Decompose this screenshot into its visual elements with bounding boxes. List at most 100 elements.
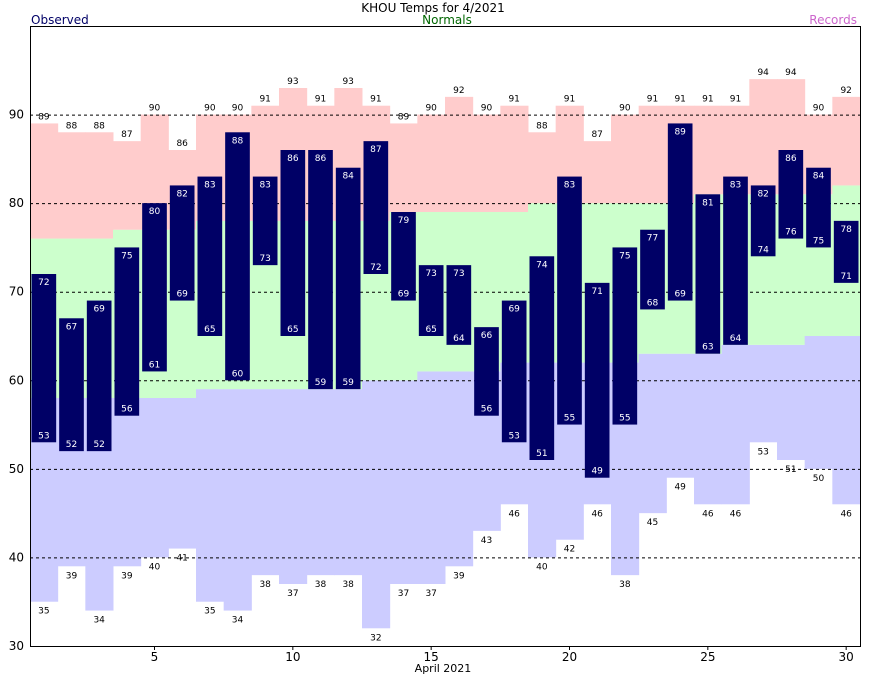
record-high-label: 90	[619, 104, 631, 114]
x-tick-label: 10	[285, 650, 300, 664]
observed-low-label: 52	[93, 440, 104, 450]
observed-bar	[225, 132, 250, 381]
record-high-label: 89	[398, 112, 410, 122]
observed-high-label: 79	[398, 216, 410, 226]
observed-high-label: 67	[66, 322, 77, 332]
x-tick-label: 15	[424, 650, 439, 664]
record-low-band	[168, 398, 197, 549]
record-high-band	[445, 96, 474, 212]
record-low-label: 39	[66, 571, 78, 581]
observed-low-label: 60	[232, 369, 244, 379]
observed-low-label: 56	[121, 405, 133, 415]
observed-low-label: 51	[536, 449, 547, 459]
observed-high-label: 84	[813, 172, 825, 182]
observed-high-label: 83	[259, 181, 270, 191]
observed-high-label: 86	[315, 154, 327, 164]
record-low-band	[306, 389, 335, 576]
observed-low-label: 65	[287, 325, 298, 335]
record-low-label: 46	[702, 509, 714, 519]
y-tick-label: 70	[9, 285, 24, 299]
x-tick-label: 30	[839, 650, 854, 664]
record-high-band	[832, 96, 861, 186]
record-low-band	[334, 389, 363, 576]
record-low-label: 37	[425, 589, 436, 599]
observed-bar	[557, 176, 582, 425]
record-high-band	[694, 105, 723, 195]
x-tick-label: 20	[562, 650, 577, 664]
record-low-label: 43	[481, 536, 492, 546]
observed-high-label: 66	[481, 331, 493, 341]
observed-bar	[114, 247, 140, 416]
observed-high-label: 77	[647, 234, 658, 244]
record-high-label: 90	[232, 104, 244, 114]
y-tick-label: 40	[9, 550, 24, 564]
y-tick-label: 90	[9, 108, 24, 122]
observed-bar	[640, 229, 665, 310]
record-low-label: 39	[121, 571, 133, 581]
record-high-label: 88	[93, 121, 105, 131]
observed-bar	[280, 150, 306, 336]
observed-bar	[750, 185, 776, 257]
record-high-label: 92	[453, 86, 464, 96]
record-low-label: 38	[315, 580, 327, 590]
record-high-label: 91	[259, 95, 270, 105]
observed-high-label: 71	[591, 287, 602, 297]
record-high-label: 91	[702, 95, 713, 105]
y-tick-label: 50	[9, 462, 24, 476]
observed-low-label: 69	[398, 290, 410, 300]
record-low-band	[251, 389, 280, 576]
record-high-label: 86	[176, 139, 188, 149]
record-low-band	[362, 380, 391, 629]
observed-bar	[169, 185, 195, 301]
observed-low-label: 69	[674, 290, 686, 300]
observed-high-label: 78	[840, 225, 852, 235]
record-high-label: 92	[840, 86, 851, 96]
record-low-label: 38	[619, 580, 631, 590]
record-high-label: 90	[481, 104, 493, 114]
record-low-label: 34	[232, 616, 244, 626]
chart-title: KHOU Temps for 4/2021	[361, 1, 505, 15]
record-low-band	[223, 389, 252, 611]
observed-bar	[501, 300, 527, 443]
record-low-band	[666, 353, 695, 478]
x-tick-label: 25	[700, 650, 715, 664]
record-low-label: 38	[259, 580, 271, 590]
observed-high-label: 89	[674, 127, 686, 137]
record-high-label: 90	[149, 104, 161, 114]
observed-bar	[778, 150, 804, 239]
record-high-band	[528, 132, 557, 204]
record-low-label: 53	[757, 447, 768, 457]
observed-low-label: 52	[66, 440, 77, 450]
record-high-label: 88	[536, 121, 548, 131]
axes-layer: 30 40 50 60 70 80 90 5 10 15 20 25 30	[9, 108, 854, 664]
observed-bar	[667, 123, 693, 301]
observed-high-label: 83	[564, 181, 575, 191]
observed-low-label: 59	[342, 378, 354, 388]
record-high-label: 94	[785, 68, 797, 78]
record-low-band	[140, 398, 169, 558]
y-tick-label: 80	[9, 196, 24, 210]
record-low-label: 39	[453, 571, 465, 581]
gridlines-layer	[30, 114, 860, 559]
observed-bar	[806, 167, 831, 248]
record-low-label: 38	[342, 580, 354, 590]
observed-bar	[142, 203, 167, 372]
record-low-label: 37	[287, 589, 298, 599]
record-low-band	[445, 371, 474, 567]
observed-high-label: 82	[176, 189, 187, 199]
record-low-label: 40	[536, 562, 548, 572]
record-low-band	[417, 371, 446, 584]
record-high-band	[749, 79, 778, 195]
record-high-band	[113, 141, 142, 230]
record-low-label: 46	[591, 509, 603, 519]
observed-bar	[446, 265, 472, 345]
observed-low-label: 64	[453, 334, 465, 344]
observed-high-label: 74	[536, 260, 548, 270]
observed-high-label: 86	[785, 154, 797, 164]
record-high-label: 94	[757, 68, 769, 78]
observed-high-label: 87	[370, 145, 381, 155]
x-axis-label: April 2021	[415, 662, 472, 675]
y-tick-label: 30	[9, 639, 24, 653]
record-low-label: 50	[813, 474, 825, 484]
